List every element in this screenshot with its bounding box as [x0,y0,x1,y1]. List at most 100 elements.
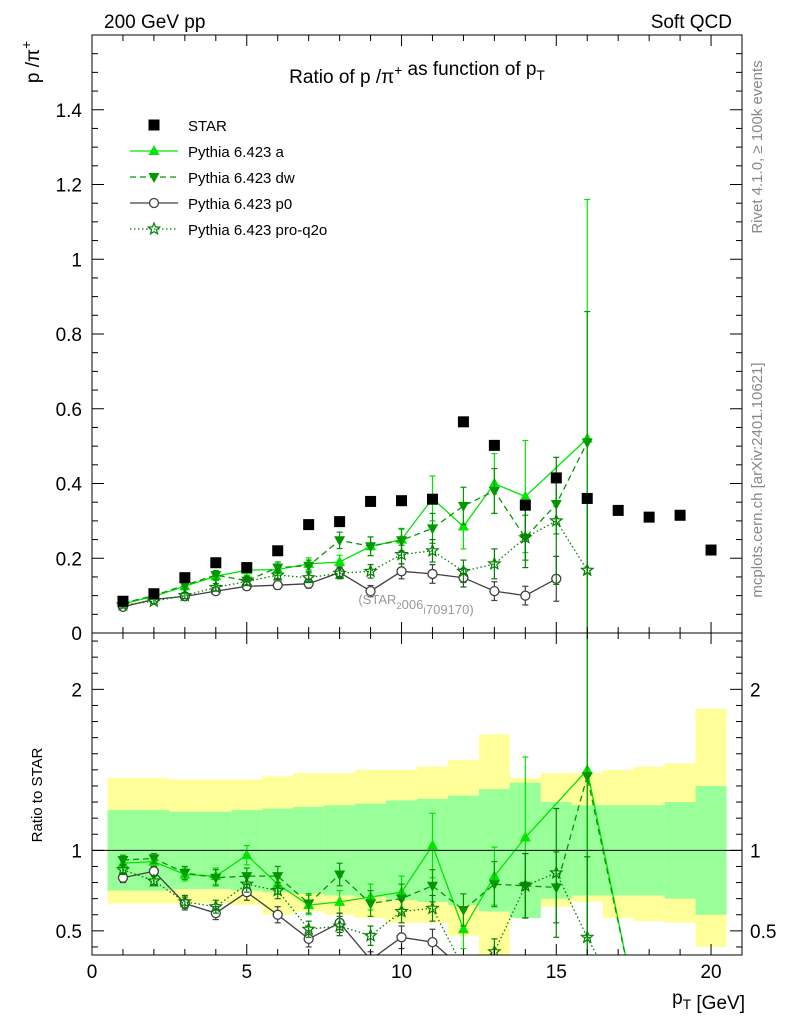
main-y-tick-label: 1 [71,250,82,271]
series-0-point [241,849,253,860]
series-3-point [177,587,193,602]
series-1-point [303,899,315,910]
series-3-point [549,513,564,528]
star-data-point [396,495,408,507]
ratio-y-tick-label: 1 [71,841,82,862]
mcplots-label: mcplots.cern.ch [arXiv:2401.10621] [749,362,766,597]
series-1-point [426,524,438,535]
x-tick-label: 0 [87,962,98,983]
series-2-line [122,870,449,955]
series-3-point [425,900,440,915]
series-2-point [427,936,438,948]
series-3-point [394,546,409,561]
series-3-point [146,593,162,608]
series-3-point [301,921,316,936]
legend-marker [146,221,162,236]
series-0-line [122,438,588,605]
series-1-point [303,561,315,572]
series-1-point [488,880,500,891]
ratio-y-tick-label-right: 0.5 [750,922,776,943]
series-3-point [518,530,533,544]
main-y-tick-label: 0.8 [56,325,82,346]
series-1-point [210,571,222,582]
series-3-point [146,873,162,888]
legend-marker [148,119,160,131]
ratio-y-axis-label: Ratio to STAR [29,747,46,842]
ratio-panel-data [115,633,639,1000]
main-y-tick-label: 0.2 [56,549,82,570]
series-1-point [457,905,469,916]
x-tick-label: 15 [546,962,567,983]
series-3-point [270,882,285,897]
series-3-point [270,567,285,582]
series-2-point [396,932,407,943]
main-y-tick-label: 1.2 [56,176,82,197]
series-2-point [272,580,283,591]
series-1-point [365,899,377,910]
ratio-y-tick-label: 2 [71,680,82,701]
series-1-point [179,581,191,592]
series-1-point [179,868,191,879]
series-1-point [148,854,160,865]
star-data-point [241,562,253,574]
series-1-point [334,870,346,881]
legend-label: Pythia 6.423 dw [188,170,295,187]
star-data-point [365,495,377,507]
series-1-point [457,501,469,512]
main-y-tick-label: 0 [71,624,82,645]
series-1-point [581,438,593,449]
series-3-point [518,878,533,892]
ratio-uncertainty-bands [107,708,727,955]
series-3-point [208,899,224,913]
legend-label: STAR [188,118,227,135]
series-3-point [115,862,131,876]
series-3-point [208,579,224,594]
star-data-point [643,511,655,523]
main-y-axis-label: p /π+ [19,41,44,83]
star-data-point [426,493,438,505]
star-data-point [457,416,469,428]
star-data-point [674,509,686,521]
star-data-point [148,588,160,600]
series-2-point [368,954,373,955]
star-data-point [117,595,129,607]
series-2-point [396,566,407,577]
series-3-point [332,565,347,580]
main-y-tick-label: 0.6 [56,400,82,421]
ratio-y-tick-label-right: 2 [750,680,761,701]
series-3-point [612,989,623,1000]
series-3-point [487,556,502,571]
series-1-point [396,894,408,905]
analysis-watermark: (STAR2006I709170) [358,592,473,617]
star-data-point [272,545,284,557]
star-data-point [303,519,315,531]
series-1-point [426,881,438,892]
series-3-point [239,573,255,588]
series-0-point [457,520,469,531]
series-0-point [457,923,469,934]
series-0-point [426,839,438,850]
series-3-point [332,918,347,933]
series-2-point [520,590,531,601]
series-3-point [177,894,193,909]
x-axis-label: pT [GeV] [672,988,745,1014]
header-right-label: Soft QCD [651,12,732,33]
series-0-point [628,989,639,999]
x-tick-label: 10 [391,962,412,983]
series-3-point [579,929,595,944]
legend-label: Pythia 6.423 a [188,144,285,161]
main-panel-data [115,198,717,633]
rivet-version-label: Rivet 4.1.0, ≥ 100k events [749,60,766,233]
axes: 0 5 10 15 20 0 0.2 0.4 0.6 0.8 1 1.2 1.4 0.5 0.5 1 1 2 2 [56,34,776,983]
star-data-point [705,544,717,556]
series-3-line [122,520,588,606]
star-data-point [210,557,222,569]
x-tick-label: 20 [700,962,721,983]
series-0-point [519,831,531,842]
series-1-line [122,442,588,604]
series-2-point [365,585,376,597]
series-0-point [519,490,531,501]
series-3-point [394,903,409,918]
series-1-point [396,536,408,547]
